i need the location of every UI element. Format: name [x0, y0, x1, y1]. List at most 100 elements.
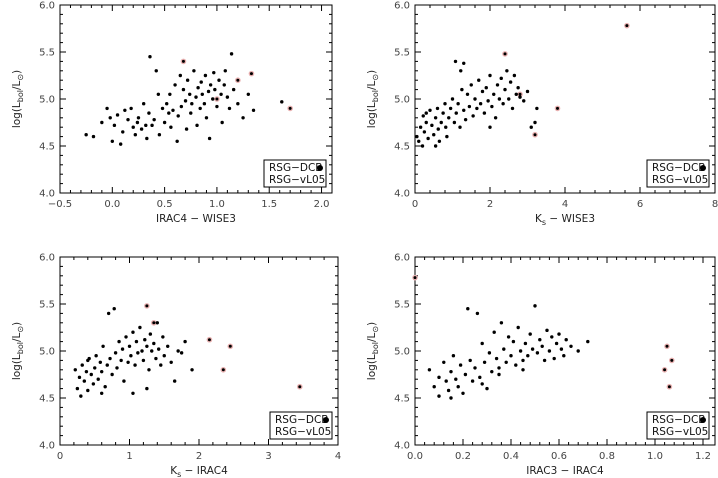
rsg-dcb-point — [94, 354, 98, 358]
rsg-dcb-point — [127, 344, 132, 348]
rsg-dcb-point — [100, 120, 104, 125]
rsg-dcb-point — [150, 123, 154, 128]
rsg-vl05-point — [181, 59, 185, 63]
rsg-dcb-point — [169, 360, 173, 364]
x-tick-label: 2.0 — [314, 199, 330, 210]
rsg-dcb-point — [131, 330, 135, 334]
y-axis-title-sub: bol — [16, 342, 25, 354]
rsg-dcb-point — [497, 366, 501, 370]
rsg-dcb-point — [120, 347, 125, 351]
rsg-dcb-point — [484, 86, 488, 90]
rsg-dcb-point — [480, 382, 484, 386]
rsg-dcb-point — [122, 379, 126, 383]
rsg-dcb-point — [530, 347, 535, 351]
rsg-dcb-point — [105, 106, 109, 111]
x-tick-label: 0.2 — [455, 451, 471, 462]
rsg-dcb-point — [219, 92, 223, 97]
y-axis-title-end: ) — [366, 70, 378, 74]
rsg-dcb-point — [480, 341, 484, 346]
rsg-vl05-point — [298, 385, 302, 389]
rsg-dcb-point — [108, 356, 112, 361]
rsg-dcb-point — [93, 366, 97, 370]
rsg-dcb-point — [522, 99, 526, 103]
y-tick-label: 4.0 — [394, 441, 410, 452]
rsg-dcb-point — [145, 386, 149, 391]
rsg-dcb-point — [141, 102, 146, 106]
rsg-dcb-point — [473, 366, 477, 370]
y-tick-label: 5.5 — [39, 48, 55, 59]
rsg-dcb-point — [454, 111, 458, 115]
legend-entry-rsg-vl05: RSG−vL05 — [269, 174, 325, 186]
x-tick-label: 4 — [335, 451, 341, 462]
rsg-dcb-point — [417, 139, 421, 143]
rsg-dcb-point — [212, 70, 216, 75]
rsg-dcb-point — [518, 95, 522, 99]
rsg-dcb-point — [492, 92, 496, 97]
rsg-dcb-point — [207, 136, 212, 141]
rsg-dcb-point — [433, 144, 438, 148]
rsg-dcb-point — [135, 120, 140, 125]
rsg-dcb-point — [82, 379, 87, 383]
rsg-dcb-point — [499, 76, 503, 81]
rsg-dcb-point — [502, 347, 506, 351]
x-tick-label: 0.4 — [503, 451, 519, 462]
rsg-dcb-point — [445, 134, 449, 139]
rsg-dcb-point — [506, 335, 511, 339]
x-axis-title: IRAC3 − IRAC4 — [526, 465, 604, 477]
rsg-dcb-point — [461, 391, 465, 395]
rsg-dcb-point — [462, 108, 466, 112]
x-axis-title-sub: s — [542, 218, 546, 227]
rsg-dcb-point — [112, 307, 116, 311]
rsg-dcb-point — [133, 363, 137, 367]
y-axis-title-mid: /L — [11, 80, 23, 90]
rsg-dcb-point — [136, 116, 141, 120]
rsg-dcb-point — [126, 360, 130, 364]
rsg-dcb-point — [73, 368, 77, 372]
rsg-dcb-point — [441, 111, 445, 115]
rsg-dcb-point — [110, 139, 115, 143]
legend-entry-rsg-vl05: RSG−vL05 — [275, 426, 331, 438]
rsg-dcb-point — [110, 372, 114, 377]
rsg-dcb-point — [145, 136, 149, 141]
rsg-dcb-point — [147, 111, 151, 115]
rsg-dcb-point — [167, 111, 171, 115]
rsg-dcb-point — [511, 339, 516, 344]
panel-ks-wise3: 0 2 4 6 8 4.0 4.5 5.0 5.5 6.0 Ks − WISE3 log(Lbol/L… — [366, 1, 718, 228]
rsg-dcb-point — [134, 339, 139, 344]
rsg-dcb-point — [231, 87, 236, 92]
rsg-dcb-point — [490, 369, 494, 374]
rsg-dcb-point — [229, 52, 234, 56]
rsg-dcb-point — [557, 332, 561, 336]
rsg-dcb-point — [487, 351, 492, 355]
rsg-dcb-point — [436, 127, 440, 131]
rsg-dcb-point — [126, 117, 130, 122]
rsg-dcb-point — [280, 100, 284, 104]
x-tick-label: 0.0 — [104, 199, 120, 210]
rsg-dcb-point — [535, 106, 539, 111]
y-tick-label: 6.0 — [394, 253, 410, 264]
y-axis-title: log(Lbol/L⊙) — [366, 70, 380, 128]
rsg-dcb-point — [482, 111, 487, 115]
x-tick-label: 0.0 — [407, 451, 423, 462]
y-axis-title-sun: ⊙ — [371, 74, 380, 81]
legend-box — [263, 159, 327, 188]
rsg-dcb-point — [550, 335, 554, 339]
rsg-vl05-point — [663, 368, 667, 372]
rsg-dcb-point — [108, 116, 112, 120]
rsg-dcb-point — [84, 369, 89, 374]
x-axis-title: Ks − WISE3 — [535, 213, 595, 227]
rsg-dcb-point — [172, 379, 177, 383]
rsg-dcb-point — [510, 106, 515, 111]
x-tick-label: 1.5 — [261, 199, 277, 210]
rsg-dcb-point — [91, 382, 96, 386]
rsg-dcb-point — [508, 80, 513, 84]
x-axis-title-main: K — [170, 465, 178, 477]
rsg-dcb-point — [488, 73, 492, 78]
rsg-dcb-point — [152, 117, 156, 122]
rsg-dcb-point — [422, 130, 427, 134]
rsg-dcb-point — [176, 349, 180, 353]
rsg-dcb-point — [437, 139, 442, 143]
rsg-dcb-point — [121, 130, 125, 134]
rsg-vl05-point — [413, 276, 417, 280]
rsg-dcb-point — [195, 123, 199, 128]
